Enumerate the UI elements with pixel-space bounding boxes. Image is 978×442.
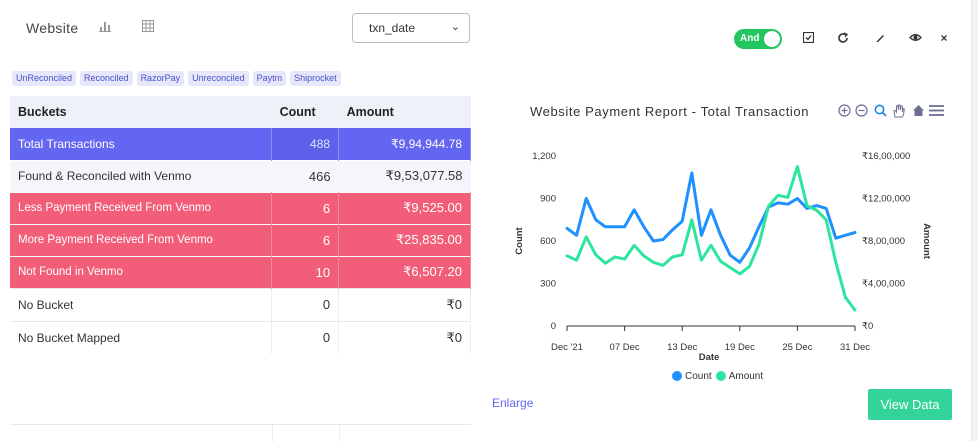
- bucket-count[interactable]: 6: [271, 223, 340, 256]
- menu-icon[interactable]: [929, 104, 944, 120]
- date-field-select-value: txn_date: [369, 21, 416, 35]
- eye-icon[interactable]: [908, 32, 922, 46]
- payment-report-chart: 0 300 600 900 1,200 ₹0 ₹4,00,000 ₹8,00,000 ₹12,0…: [514, 151, 932, 363]
- x-tick-label: 07 Dec: [610, 342, 640, 353]
- x-tick-label: Dec '21: [551, 342, 583, 353]
- bucket-name: No Bucket Mapped: [10, 320, 273, 354]
- column-header-amount: Amount: [338, 96, 471, 128]
- table-partial-row: [10, 424, 471, 442]
- enlarge-link[interactable]: Enlarge: [492, 396, 534, 410]
- table-row[interactable]: Found & Reconciled with Venmo 466 ₹9,53,…: [10, 159, 471, 192]
- edit-icon[interactable]: [873, 32, 887, 46]
- bucket-amount[interactable]: ₹9,525.00: [338, 191, 471, 224]
- bucket-count[interactable]: 466: [271, 159, 339, 192]
- column-header-buckets: Buckets: [10, 96, 272, 128]
- table-row[interactable]: No Bucket Mapped 0 ₹0: [10, 320, 471, 354]
- view-data-button[interactable]: View Data: [868, 389, 952, 420]
- y-right-tick-label: ₹16,00,000: [862, 151, 910, 162]
- bucket-amount[interactable]: ₹9,53,077.58: [338, 159, 471, 192]
- legend-label-count: Count: [685, 371, 712, 382]
- table-row[interactable]: More Payment Received From Venmo 6 ₹25,8…: [10, 223, 471, 256]
- chart-title: Website Payment Report - Total Transacti…: [530, 104, 810, 119]
- buckets-table: Buckets Count Amount Total Transactions …: [10, 96, 471, 354]
- bucket-count[interactable]: 10: [271, 255, 340, 288]
- x-tick-label: 31 Dec: [840, 342, 870, 353]
- table-row[interactable]: Less Payment Received From Venmo 6 ₹9,52…: [10, 191, 471, 224]
- bucket-name: Found & Reconciled with Venmo: [10, 159, 272, 192]
- y-left-tick-label: 1,200: [532, 151, 556, 162]
- y-left-tick-label: 900: [540, 194, 556, 205]
- filter-chip[interactable]: Paytm: [252, 71, 287, 86]
- legend-label-amount: Amount: [728, 371, 764, 382]
- date-field-select[interactable]: txn_date ⌄: [352, 13, 470, 43]
- bucket-name: Total Transactions: [10, 128, 273, 160]
- toggle-knob: [764, 31, 780, 47]
- series-line-count: [565, 171, 857, 264]
- bucket-name: Less Payment Received From Venmo: [10, 191, 273, 224]
- bucket-amount[interactable]: ₹6,507.20: [338, 255, 471, 288]
- filter-chip[interactable]: RazorPay: [136, 71, 185, 86]
- y-right-axis-title: Amount: [921, 223, 932, 260]
- zoom-in-icon[interactable]: [838, 104, 851, 120]
- y-right-tick-label: ₹8,00,000: [862, 236, 905, 247]
- y-right-tick-label: ₹4,00,000: [862, 279, 905, 290]
- filter-chip[interactable]: UnReconciled: [12, 71, 77, 86]
- legend-item-amount[interactable]: Amount: [715, 371, 764, 382]
- bucket-name: Not Found in Venmo: [10, 255, 273, 288]
- y-left-tick-label: 300: [540, 279, 556, 290]
- y-right-tick-label: ₹12,00,000: [862, 194, 910, 205]
- bucket-count[interactable]: 488: [271, 128, 340, 160]
- scrollbar[interactable]: [971, 0, 978, 441]
- series-line-amount: [565, 165, 857, 312]
- filter-chip[interactable]: Reconciled: [80, 71, 133, 86]
- bucket-count[interactable]: 0: [271, 320, 340, 354]
- and-or-toggle[interactable]: And: [734, 29, 782, 49]
- table-row[interactable]: Total Transactions 488 ₹9,94,944.78: [10, 128, 471, 160]
- divider: [339, 425, 340, 442]
- filter-chip[interactable]: Shiprocket: [290, 71, 341, 86]
- x-tick-label: 25 Dec: [782, 342, 812, 353]
- table-row[interactable]: No Bucket 0 ₹0: [10, 287, 471, 321]
- x-tick-label: 19 Dec: [725, 342, 755, 353]
- bar-chart-icon[interactable]: [99, 20, 111, 35]
- bucket-amount[interactable]: ₹0: [338, 287, 471, 321]
- zoom-out-icon[interactable]: [855, 104, 868, 120]
- home-icon[interactable]: [912, 104, 925, 120]
- column-header-count: Count: [271, 96, 339, 128]
- filter-chip[interactable]: Unreconciled: [188, 71, 249, 86]
- y-right-tick-label: ₹0: [862, 321, 873, 332]
- search-icon[interactable]: [874, 104, 887, 120]
- bucket-amount[interactable]: ₹25,835.00: [338, 223, 471, 256]
- y-left-tick-label: 0: [551, 321, 556, 332]
- close-icon[interactable]: ×: [940, 31, 948, 45]
- bucket-amount[interactable]: ₹9,94,944.78: [338, 128, 471, 160]
- filter-chips: UnReconciled Reconciled RazorPay Unrecon…: [12, 71, 341, 86]
- checkbox-icon[interactable]: [801, 31, 815, 46]
- y-left-tick-label: 600: [540, 236, 556, 247]
- bucket-count[interactable]: 6: [271, 191, 340, 224]
- page-title: Website: [26, 20, 79, 36]
- toggle-label: And: [740, 33, 760, 44]
- y-left-axis-title: Count: [514, 226, 525, 254]
- bucket-name: More Payment Received From Venmo: [10, 223, 273, 256]
- chart-legend: Count Amount: [672, 371, 763, 382]
- divider: [272, 425, 273, 442]
- x-tick-label: 13 Dec: [667, 342, 697, 353]
- bucket-amount[interactable]: ₹0: [338, 320, 471, 354]
- legend-item-count[interactable]: Count: [672, 371, 712, 382]
- bucket-name: No Bucket: [10, 287, 273, 321]
- table-row[interactable]: Not Found in Venmo 10 ₹6,507.20: [10, 255, 471, 288]
- pan-hand-icon[interactable]: [892, 104, 905, 121]
- bucket-count[interactable]: 0: [271, 287, 340, 321]
- table-icon[interactable]: [142, 20, 154, 35]
- x-axis-title: Date: [699, 352, 720, 363]
- refresh-icon[interactable]: [836, 32, 850, 47]
- chevron-down-icon: ⌄: [450, 21, 460, 33]
